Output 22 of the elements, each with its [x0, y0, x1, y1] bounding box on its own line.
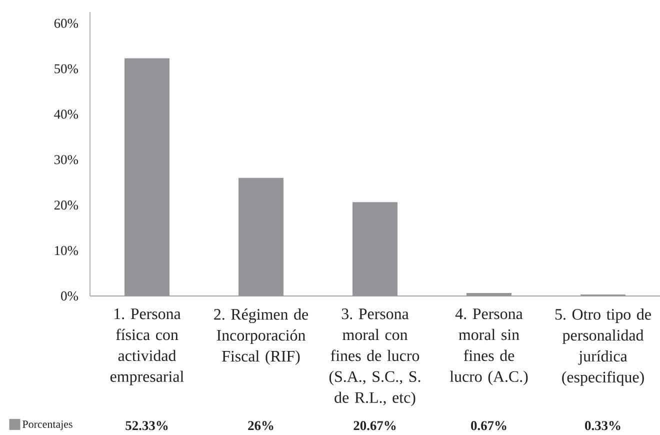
y-tick-label: 10%	[55, 246, 78, 256]
x-tick-label: 2. Régimen de Incorporación Fiscal (RIF)	[214, 308, 308, 365]
y-tick-label: 60%	[54, 18, 78, 28]
y-tick-label: 40%	[54, 110, 78, 119]
legend-label: Porcentajes	[22, 420, 72, 430]
data-label: 0.67%	[471, 421, 506, 430]
bar	[352, 202, 398, 296]
x-tick-label: 4. Persona moral sin fines de lucro (A.C.)	[450, 308, 528, 386]
x-tick-label: 5. Otro tipo de personalidad jurídica (especifique)	[555, 308, 651, 386]
data-label: 52.33%	[126, 421, 168, 430]
y-tick-label: 20%	[54, 200, 78, 210]
y-tick-label: 30%	[54, 155, 78, 164]
x-tick-label: 3. Persona moral con fines de lucro (S.A., S.C., S. de R.L., etc)	[329, 308, 420, 406]
data-label: 0.33%	[585, 421, 620, 430]
data-label: 26%	[248, 421, 274, 430]
bar	[238, 178, 284, 296]
y-tick-label: 50%	[54, 64, 78, 74]
y-tick-label: 0%	[61, 291, 78, 301]
bar	[124, 58, 170, 296]
data-label: 20.67%	[354, 421, 396, 430]
bar	[466, 292, 512, 296]
x-tick-label: 1. Persona física con actividad empresarial	[110, 308, 184, 386]
